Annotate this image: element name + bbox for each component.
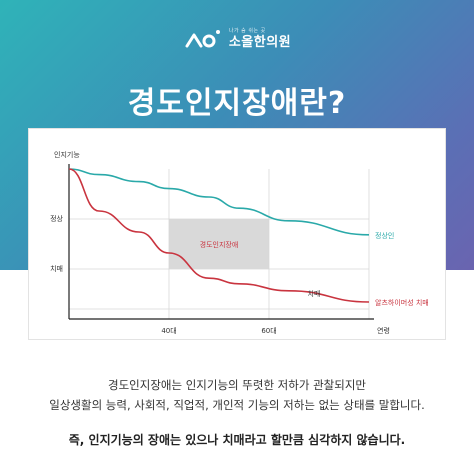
series-line-alzheimer bbox=[68, 168, 370, 303]
brand-tagline: 나가 숨 쉬는 곳 bbox=[228, 28, 266, 34]
series-label-alzheimer: 알츠하이머성 치매 bbox=[375, 298, 429, 307]
y-axis-label: 인지기능 bbox=[54, 150, 80, 159]
brand-name: 소올한의원 bbox=[228, 35, 292, 50]
chart-card: 경도인지장애 인지기능 연령 정상 치매 40대 60대 정상인 알츠하이머성 … bbox=[28, 128, 446, 340]
x-tick-label: 60대 bbox=[261, 327, 276, 335]
y-tick-label: 정상 bbox=[50, 214, 63, 223]
page-title: 경도인지장애란? bbox=[127, 86, 347, 121]
series-line-normal bbox=[68, 168, 370, 236]
x-axis-label: 연령 bbox=[377, 327, 390, 335]
dementia-annotation: 치매 bbox=[308, 289, 321, 298]
brand-logo-icon bbox=[185, 30, 220, 48]
series-label-normal: 정상인 bbox=[375, 231, 394, 240]
conclusion-text: 즉, 인지기능의 장애는 있으나 치매라고 할만큼 심각하지 않습니다. bbox=[68, 433, 406, 447]
grid-lines bbox=[69, 169, 370, 319]
description-line-1: 경도인지장애는 인지기능의 뚜렷한 저하가 관찰되지만 bbox=[108, 378, 366, 392]
x-tick-label: 40대 bbox=[161, 327, 176, 335]
brand-header: 나가 숨 쉬는 곳 소올한의원 bbox=[0, 26, 474, 52]
description-line-2: 일상생활의 능력, 사회적, 직업적, 개인적 기능의 저하는 없는 상태를 말… bbox=[49, 398, 425, 412]
y-tick-label: 치매 bbox=[50, 264, 63, 273]
description: 경도인지장애는 인지기능의 뚜렷한 저하가 관찰되지만 일상생활의 능력, 사회… bbox=[0, 375, 474, 415]
highlight-label: 경도인지장애 bbox=[200, 240, 239, 249]
cognitive-decline-chart: 경도인지장애 인지기능 연령 정상 치매 40대 60대 정상인 알츠하이머성 … bbox=[50, 150, 429, 335]
